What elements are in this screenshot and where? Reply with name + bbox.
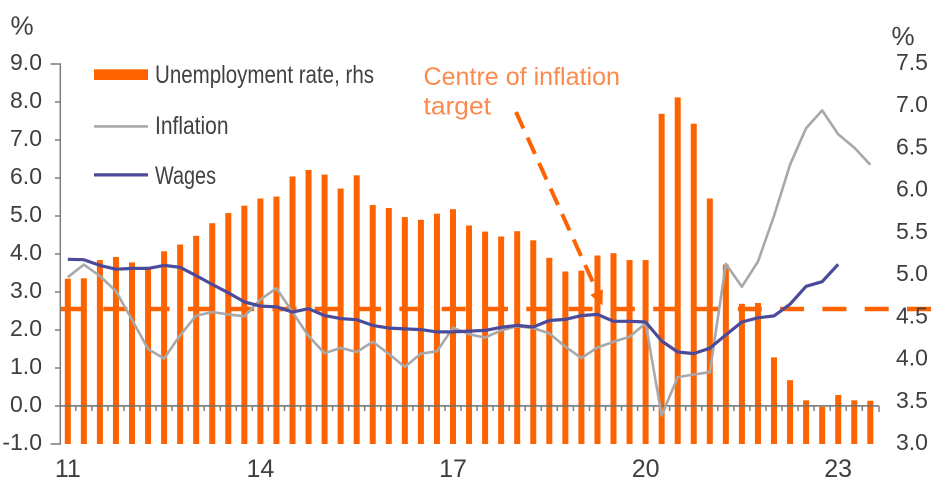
svg-text:4.5: 4.5 (896, 302, 928, 328)
svg-text:5.0: 5.0 (10, 201, 42, 227)
svg-text:9.0: 9.0 (10, 49, 42, 75)
svg-text:20: 20 (632, 455, 660, 483)
svg-text:23: 23 (824, 455, 852, 483)
svg-text:5.0: 5.0 (896, 260, 928, 286)
svg-text:6.0: 6.0 (10, 163, 42, 189)
svg-text:6.0: 6.0 (896, 176, 928, 202)
svg-text:%: % (892, 21, 915, 51)
svg-text:2.0: 2.0 (10, 315, 42, 341)
svg-text:Unemployment rate, rhs: Unemployment rate, rhs (155, 61, 374, 89)
svg-text:5.5: 5.5 (896, 218, 928, 244)
svg-text:6.5: 6.5 (896, 133, 928, 159)
svg-text:17: 17 (439, 455, 467, 483)
svg-text:3.0: 3.0 (896, 429, 928, 455)
svg-text:4.0: 4.0 (896, 345, 928, 371)
svg-text:4.0: 4.0 (10, 239, 42, 265)
svg-text:Centre of inflation: Centre of inflation (424, 63, 621, 91)
svg-text:Wages: Wages (155, 162, 216, 190)
svg-text:7.5: 7.5 (896, 49, 928, 75)
svg-text:11: 11 (55, 455, 81, 483)
svg-text:target: target (424, 93, 492, 121)
svg-text:7.0: 7.0 (896, 91, 928, 117)
svg-text:3.0: 3.0 (10, 277, 42, 303)
svg-text:14: 14 (246, 455, 274, 483)
svg-text:1.0: 1.0 (10, 353, 42, 379)
svg-text:%: % (11, 11, 34, 41)
svg-text:8.0: 8.0 (10, 87, 42, 113)
svg-text:Inflation: Inflation (155, 112, 229, 140)
svg-text:7.0: 7.0 (10, 125, 42, 151)
svg-text:3.5: 3.5 (896, 387, 928, 413)
svg-text:0.0: 0.0 (10, 391, 42, 417)
svg-text:-1.0: -1.0 (2, 429, 42, 455)
